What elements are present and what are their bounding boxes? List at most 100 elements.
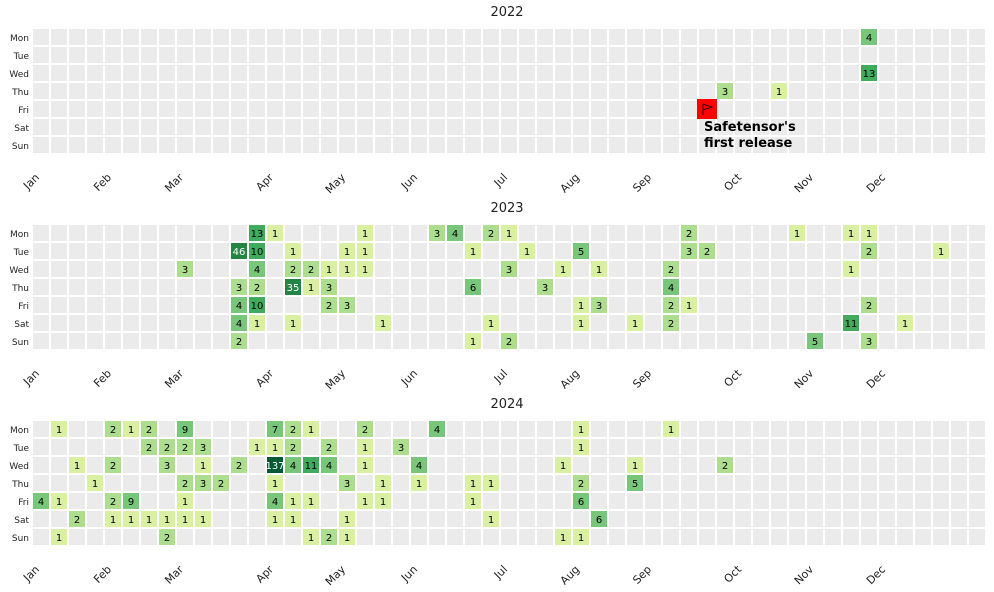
empty-cell <box>537 457 553 473</box>
value-cell <box>375 475 391 491</box>
empty-cell <box>699 475 715 491</box>
empty-cell <box>933 475 949 491</box>
value-cell <box>285 457 301 473</box>
empty-cell <box>915 333 931 349</box>
value-label: 1 <box>506 229 512 240</box>
empty-cell <box>411 333 427 349</box>
empty-cell <box>609 297 625 313</box>
empty-cell <box>645 137 661 153</box>
empty-cell <box>681 457 697 473</box>
empty-cell <box>933 279 949 295</box>
empty-cell <box>321 421 337 437</box>
empty-cell <box>645 439 661 455</box>
value-label: 4 <box>290 461 296 472</box>
empty-cell <box>375 297 391 313</box>
empty-cell <box>591 475 607 491</box>
empty-cell <box>735 243 751 259</box>
empty-cell <box>537 65 553 81</box>
empty-cell <box>951 83 967 99</box>
empty-cell <box>123 83 139 99</box>
value-cell <box>141 511 157 527</box>
empty-cell <box>69 137 85 153</box>
empty-cell <box>861 475 877 491</box>
empty-cell <box>177 119 193 135</box>
empty-cell <box>483 261 499 277</box>
empty-cell <box>393 511 409 527</box>
empty-cell <box>681 29 697 45</box>
value-label: 1 <box>326 265 332 276</box>
value-cell <box>249 261 265 277</box>
empty-cell <box>429 261 445 277</box>
empty-cell <box>465 529 481 545</box>
empty-cell <box>627 83 643 99</box>
value-label: 2 <box>110 425 116 436</box>
empty-cell <box>789 529 805 545</box>
value-cell <box>267 457 283 473</box>
empty-cell <box>897 511 913 527</box>
value-label: 1 <box>362 497 368 508</box>
value-label: 1 <box>308 425 314 436</box>
empty-cell <box>447 137 463 153</box>
empty-cell <box>177 65 193 81</box>
value-cell <box>933 243 949 259</box>
value-label: 1 <box>686 301 692 312</box>
value-cell <box>861 29 877 45</box>
empty-cell <box>591 421 607 437</box>
empty-cell <box>663 529 679 545</box>
empty-cell <box>645 529 661 545</box>
empty-cell <box>285 297 301 313</box>
empty-cell <box>735 47 751 63</box>
empty-cell <box>933 421 949 437</box>
empty-cell <box>33 475 49 491</box>
value-cell <box>483 315 499 331</box>
value-cell <box>357 225 373 241</box>
value-cell <box>357 439 373 455</box>
empty-cell <box>123 119 139 135</box>
day-label-wed: Wed <box>9 266 29 276</box>
day-label-mon: Mon <box>10 34 29 44</box>
empty-cell <box>357 65 373 81</box>
empty-cell <box>771 493 787 509</box>
empty-cell <box>159 315 175 331</box>
empty-cell <box>69 315 85 331</box>
empty-cell <box>699 493 715 509</box>
empty-cell <box>537 421 553 437</box>
empty-cell <box>465 119 481 135</box>
empty-cell <box>861 457 877 473</box>
value-cell <box>231 315 247 331</box>
empty-cell <box>645 315 661 331</box>
empty-cell <box>807 529 823 545</box>
value-label: 1 <box>182 515 188 526</box>
value-label: 3 <box>866 337 872 348</box>
empty-cell <box>69 279 85 295</box>
empty-cell <box>429 65 445 81</box>
empty-cell <box>555 47 571 63</box>
empty-cell <box>483 29 499 45</box>
empty-cell <box>267 529 283 545</box>
empty-cell <box>267 137 283 153</box>
empty-cell <box>231 29 247 45</box>
day-label-mon: Mon <box>10 426 29 436</box>
value-label: 4 <box>254 265 260 276</box>
empty-cell <box>645 511 661 527</box>
empty-cell <box>573 225 589 241</box>
empty-cell <box>843 297 859 313</box>
value-label: 1 <box>344 265 350 276</box>
value-label: 2 <box>254 283 260 294</box>
empty-cell <box>483 65 499 81</box>
empty-cell <box>33 333 49 349</box>
empty-cell <box>213 101 229 117</box>
empty-cell <box>735 137 751 153</box>
empty-cell <box>519 101 535 117</box>
empty-cell <box>33 511 49 527</box>
month-label-feb: Feb <box>91 171 114 194</box>
empty-cell <box>627 65 643 81</box>
value-cell <box>195 457 211 473</box>
empty-cell <box>447 475 463 491</box>
value-cell <box>375 493 391 509</box>
value-cell <box>267 511 283 527</box>
empty-cell <box>447 83 463 99</box>
empty-cell <box>897 261 913 277</box>
value-label: 1 <box>110 515 116 526</box>
empty-cell <box>897 333 913 349</box>
